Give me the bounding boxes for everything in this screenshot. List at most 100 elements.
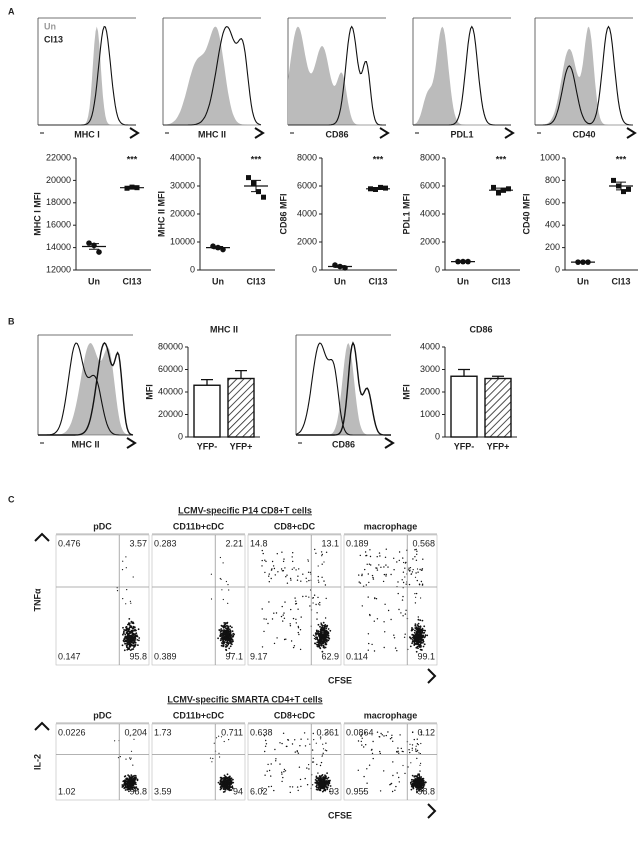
event xyxy=(275,760,277,762)
event xyxy=(325,742,327,744)
event xyxy=(220,779,222,782)
event xyxy=(295,602,298,605)
event xyxy=(228,647,231,650)
event xyxy=(387,566,389,568)
event xyxy=(224,627,227,629)
event xyxy=(398,781,400,783)
event xyxy=(413,785,416,787)
plot-frame xyxy=(343,534,438,666)
event xyxy=(292,646,295,649)
event xyxy=(283,617,286,619)
event xyxy=(270,569,273,571)
event xyxy=(264,745,267,747)
y-tick-label: 40000 xyxy=(158,386,183,396)
chart-title: CD86 xyxy=(469,324,492,334)
event xyxy=(221,777,224,780)
event xyxy=(317,579,319,581)
event xyxy=(295,600,297,602)
event xyxy=(223,740,225,743)
hist-unstained xyxy=(296,343,391,435)
event xyxy=(312,757,314,759)
event xyxy=(136,639,139,641)
event xyxy=(401,579,403,581)
event xyxy=(316,786,318,789)
quadrant-percent: 98.8 xyxy=(417,786,435,796)
event xyxy=(317,783,320,785)
event xyxy=(220,776,223,779)
event xyxy=(291,556,293,558)
event xyxy=(295,618,297,620)
x-tick-label: YFP+ xyxy=(230,441,253,451)
event xyxy=(135,775,137,777)
axis-arrow xyxy=(427,668,437,684)
y-tick-label: 14000 xyxy=(46,242,71,252)
event xyxy=(226,641,229,643)
event xyxy=(265,743,268,745)
event xyxy=(281,780,283,783)
event xyxy=(417,647,419,650)
event xyxy=(231,626,233,629)
event xyxy=(360,740,362,743)
event xyxy=(122,780,125,782)
hist-line xyxy=(38,342,134,436)
event xyxy=(402,581,405,584)
event xyxy=(416,750,418,753)
event xyxy=(391,734,393,736)
event xyxy=(421,583,424,585)
event xyxy=(415,592,418,595)
event xyxy=(416,791,418,794)
event xyxy=(130,781,133,784)
event xyxy=(383,735,385,737)
event xyxy=(228,789,231,792)
sem-bar xyxy=(496,187,506,193)
event xyxy=(417,618,420,621)
event xyxy=(415,748,417,750)
quadrant-percent: 9.17 xyxy=(250,651,268,661)
event xyxy=(403,561,405,564)
event xyxy=(125,567,127,569)
event xyxy=(128,648,131,651)
event xyxy=(424,634,427,637)
event xyxy=(289,625,292,627)
event xyxy=(228,642,231,644)
event xyxy=(325,627,328,630)
event xyxy=(296,786,299,788)
event xyxy=(358,574,360,576)
event xyxy=(132,639,134,641)
sem-bar xyxy=(213,245,223,250)
event xyxy=(320,630,322,633)
event xyxy=(403,636,406,638)
y-tick-label: 6000 xyxy=(297,180,317,190)
event xyxy=(321,777,323,779)
event xyxy=(219,577,221,580)
event xyxy=(319,789,321,791)
event xyxy=(305,595,307,597)
event xyxy=(282,560,285,563)
event xyxy=(122,639,125,642)
event xyxy=(327,783,329,785)
event xyxy=(127,636,130,639)
event xyxy=(121,569,124,571)
x-tick-label: Un xyxy=(457,276,469,286)
event xyxy=(369,549,371,551)
error-bar xyxy=(235,369,247,379)
event xyxy=(126,641,129,643)
event xyxy=(261,549,263,552)
event xyxy=(318,777,320,780)
event xyxy=(420,634,423,637)
event xyxy=(423,625,426,628)
event xyxy=(130,602,132,604)
event xyxy=(421,569,423,571)
event xyxy=(415,626,418,629)
event xyxy=(230,781,232,783)
event xyxy=(130,641,133,643)
events xyxy=(261,732,332,794)
event xyxy=(285,638,287,640)
event xyxy=(317,646,319,648)
event xyxy=(385,734,387,737)
event xyxy=(419,786,422,789)
event xyxy=(218,629,221,631)
event xyxy=(315,633,317,636)
event xyxy=(383,566,385,568)
event xyxy=(311,784,314,786)
